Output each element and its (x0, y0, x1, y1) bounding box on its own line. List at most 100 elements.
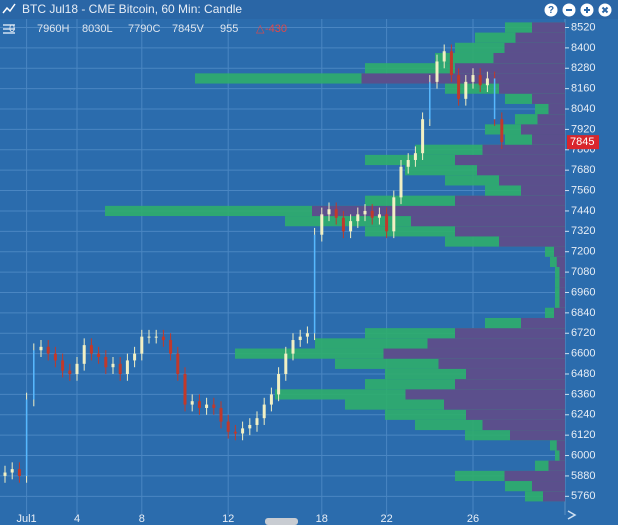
profile-inner (559, 287, 565, 298)
profile-inner (543, 491, 565, 502)
candle-body (341, 217, 345, 232)
profile-inner (444, 399, 565, 410)
profile-inner (532, 481, 565, 492)
candle-body (183, 374, 187, 405)
profile-inner (482, 419, 565, 431)
candle-body (39, 346, 43, 351)
candle-body (262, 404, 266, 419)
x-tick-label: Jul1 (17, 513, 37, 525)
profile-inner (482, 144, 565, 155)
profile-inner (532, 93, 565, 104)
y-tick-label: 7920 (571, 123, 595, 135)
candle-body (298, 336, 302, 341)
profile-inner (521, 124, 565, 135)
candle-body (104, 357, 108, 368)
candle-body (133, 353, 137, 361)
y-tick-label: 7560 (571, 184, 595, 196)
x-tick-label: 4 (74, 513, 80, 525)
x-tick-label: 26 (467, 513, 479, 525)
profile-inner (466, 409, 565, 420)
y-tick-label: 7440 (571, 205, 595, 217)
profile-inner (559, 267, 565, 278)
help-button[interactable] (544, 3, 558, 17)
candle-body (327, 209, 331, 215)
y-tick-label: 6480 (571, 368, 595, 380)
info-value: 7845V (172, 23, 204, 35)
candle-body (190, 401, 194, 405)
candle-body (406, 159, 410, 167)
candle-body (17, 469, 21, 476)
candle-body (233, 431, 237, 434)
candle-body (457, 75, 461, 99)
info-value: 955 (220, 23, 238, 35)
x-tick-label: 8 (139, 513, 145, 525)
candle-body (205, 404, 209, 408)
candle-body (478, 75, 482, 86)
plus-icon (584, 7, 590, 13)
candle-body (255, 418, 259, 425)
y-tick-label: 6840 (571, 307, 595, 319)
profile-inner (532, 22, 565, 33)
x-tick-label: 22 (380, 513, 392, 525)
candle-body (442, 51, 446, 62)
candle-body (219, 407, 223, 422)
candle-body (471, 75, 475, 82)
candle-body (320, 214, 324, 235)
profile-inner (427, 338, 565, 349)
candle-body (421, 119, 425, 154)
candle-body (75, 363, 79, 375)
scroll-thumb[interactable] (265, 518, 298, 525)
profile-inner (438, 358, 565, 369)
profile-inner (556, 256, 565, 267)
profile-inner (383, 348, 565, 359)
info-value: -430 (265, 23, 287, 35)
candle-body (147, 336, 151, 338)
chart-icon (2, 3, 16, 14)
candle-body (305, 333, 309, 337)
profile-inner (521, 317, 565, 329)
profile-inner (559, 277, 565, 288)
candle-body (363, 210, 367, 215)
candle-body (392, 197, 396, 232)
y-tick-label: 6360 (571, 388, 595, 400)
candle-body (154, 336, 158, 338)
info-value: 8030L (82, 23, 113, 35)
y-tick-label: 8040 (571, 103, 595, 115)
profile-inner (556, 440, 565, 451)
candle-body (485, 78, 489, 86)
info-value: 0 (9, 23, 15, 35)
candle-body (125, 360, 129, 375)
candle-body (370, 210, 374, 218)
profile-inner (554, 307, 565, 318)
profile-inner (455, 195, 565, 206)
scroll-right[interactable] (567, 510, 577, 520)
profile-inner (499, 175, 565, 186)
x-tick-label: 18 (316, 513, 328, 525)
y-tick-label: 8520 (571, 21, 595, 33)
candle-body (500, 119, 504, 143)
profile-inner (559, 450, 565, 461)
profile-inner (499, 236, 565, 247)
profile-inner (532, 134, 565, 145)
menu-button[interactable] (3, 24, 15, 34)
close-icon (601, 6, 609, 14)
candle-body (212, 404, 216, 408)
y-tick-label: 8400 (571, 42, 595, 54)
profile-inner (548, 103, 565, 115)
profile-inner (504, 470, 565, 482)
title-bar (0, 0, 618, 19)
profile-inner (521, 185, 565, 196)
profile-inner (515, 32, 565, 43)
profile-inner (312, 205, 565, 217)
candle-body (493, 78, 496, 120)
candle-body (248, 424, 252, 429)
y-tick-label: 5760 (571, 490, 595, 502)
y-tick-label: 8280 (571, 62, 595, 74)
y-tick-label: 7200 (571, 246, 595, 258)
candle-body (349, 221, 353, 232)
profile-inner (477, 165, 565, 176)
y-tick-label: 7680 (571, 164, 595, 176)
y-tick-label: 7080 (571, 266, 595, 278)
